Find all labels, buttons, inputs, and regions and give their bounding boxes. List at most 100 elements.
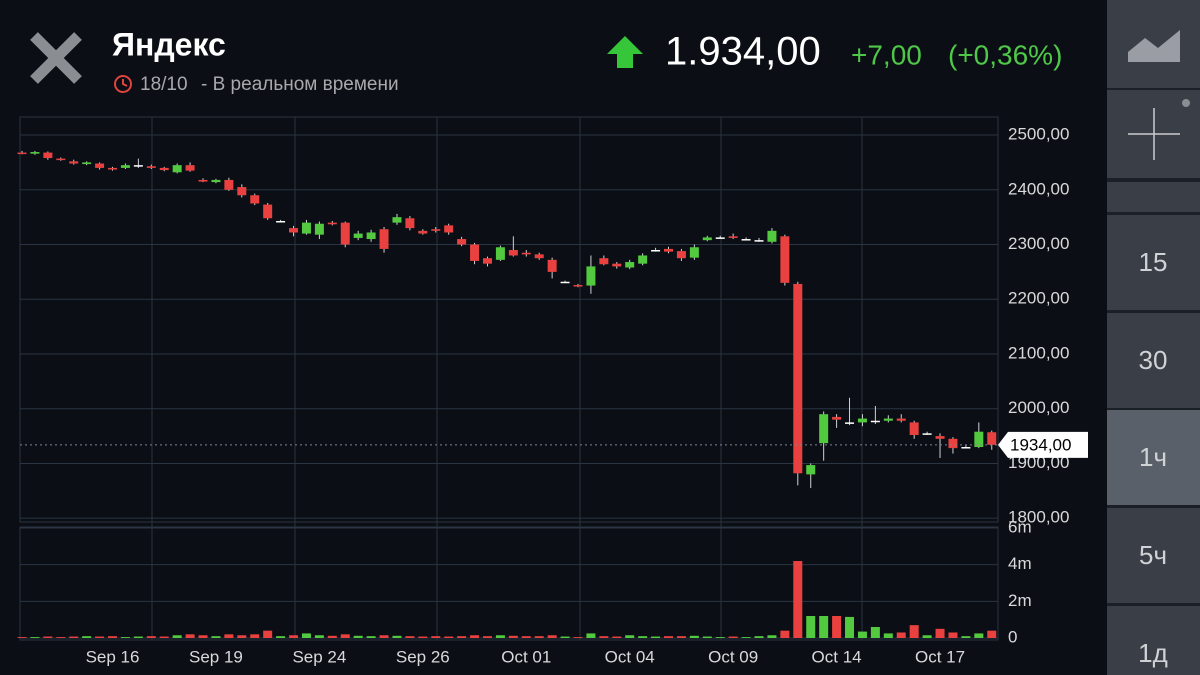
indicator-dot xyxy=(1182,99,1190,107)
candle-body xyxy=(237,187,247,196)
candle-body xyxy=(82,162,92,165)
volume-bar xyxy=(832,616,842,638)
volume-tick-label: 0 xyxy=(1008,627,1017,646)
candle-body xyxy=(366,232,376,240)
candle-body xyxy=(961,447,971,449)
candle-body xyxy=(495,247,505,260)
candle-body xyxy=(676,251,686,259)
close-button[interactable] xyxy=(30,32,82,84)
candle-body xyxy=(922,433,932,435)
volume-bar xyxy=(935,628,945,638)
candle-body xyxy=(482,258,492,264)
volume-bar xyxy=(573,637,583,638)
volume-bar xyxy=(340,634,350,638)
candle-body xyxy=(172,165,182,173)
candle-body xyxy=(276,220,286,223)
candle-body xyxy=(909,422,919,435)
volume-bar xyxy=(314,635,324,638)
volume-bar xyxy=(767,635,777,638)
interval-button[interactable] xyxy=(1107,215,1200,310)
x-tick-label: Oct 14 xyxy=(812,647,862,666)
interval-button[interactable] xyxy=(1107,508,1200,603)
volume-bar xyxy=(896,632,906,638)
volume-bar xyxy=(961,636,971,638)
volume-bar xyxy=(211,636,221,638)
volume-bar xyxy=(728,636,738,638)
candle-body xyxy=(30,152,40,154)
price: 1.934,00 xyxy=(665,30,821,74)
volume-bar xyxy=(482,636,492,638)
volume-bar xyxy=(30,637,40,638)
candle-body xyxy=(224,179,234,190)
crosshair-icon xyxy=(1128,108,1180,160)
volume-bar xyxy=(599,636,609,638)
interval-button[interactable] xyxy=(1107,313,1200,408)
x-tick-label: Oct 01 xyxy=(501,647,551,666)
volume-bar xyxy=(470,635,480,638)
volume-bar xyxy=(845,616,855,638)
divider-lines xyxy=(151,117,863,640)
volume-bar xyxy=(547,635,557,638)
candle-body xyxy=(301,222,311,234)
candle-body xyxy=(211,179,221,183)
volume-bar xyxy=(146,636,156,638)
y-tick-label: 1800,00 xyxy=(1008,508,1069,527)
volume-bar xyxy=(237,635,247,638)
x-tick-label: Oct 04 xyxy=(605,647,655,666)
volume-bar xyxy=(366,636,376,638)
quote-date: 18/10 xyxy=(140,74,188,95)
candle-body xyxy=(651,249,661,252)
candle-body xyxy=(340,222,350,245)
y-tick-label: 2200,00 xyxy=(1008,289,1069,308)
volume-bar xyxy=(17,637,27,638)
volume-bar xyxy=(185,634,195,638)
volume-bar xyxy=(159,636,169,638)
volume-bar xyxy=(418,636,428,638)
candle-body xyxy=(379,229,389,249)
volume-bar xyxy=(82,636,92,638)
volume-bar xyxy=(560,636,570,638)
quote-status: - В реальном времени xyxy=(201,74,399,95)
y-tick-label: 2500,00 xyxy=(1008,125,1069,144)
interval-label: 1ч xyxy=(1139,442,1167,472)
candle-body xyxy=(845,422,855,424)
volume-bar xyxy=(806,616,816,638)
candle-body xyxy=(586,266,596,286)
candle-body xyxy=(625,262,635,268)
x-tick-label: Oct 17 xyxy=(915,647,965,666)
interval-button[interactable] xyxy=(1107,410,1200,505)
spacer xyxy=(1107,182,1200,212)
volume-bar xyxy=(224,634,234,638)
chart-type-button[interactable] xyxy=(1107,0,1200,88)
candle-body xyxy=(935,436,945,439)
candle-body xyxy=(896,418,906,421)
last-price-tag xyxy=(998,431,1088,458)
candle-body xyxy=(508,249,518,256)
candle-body xyxy=(405,218,415,229)
candle-body xyxy=(948,438,958,449)
volume-bar xyxy=(922,635,932,638)
candle-body xyxy=(250,195,260,204)
interval-list: 15 30 1ч 5ч 1д xyxy=(1107,215,1200,675)
volume-bar xyxy=(870,627,880,638)
x-tick-label: Sep 24 xyxy=(292,647,346,666)
volume-bar xyxy=(780,630,790,638)
volume-bar xyxy=(793,561,803,638)
candle-body xyxy=(767,230,777,242)
interval-label: 1д xyxy=(1138,638,1168,668)
candle-body xyxy=(702,237,712,241)
candle-body xyxy=(780,236,790,283)
plot: 1800,001900,002000,002100,002200,002300,… xyxy=(17,125,1088,666)
candle-body xyxy=(444,225,454,233)
volume-tick-label: 2m xyxy=(1008,591,1032,610)
price-panel xyxy=(19,116,999,523)
volume-bar xyxy=(457,636,467,638)
volume-bar xyxy=(392,635,402,638)
candle-body xyxy=(159,167,169,171)
volume-bar xyxy=(69,636,79,638)
volume-bar xyxy=(353,635,363,638)
x-tick-label: Sep 19 xyxy=(189,647,243,666)
volume-bar xyxy=(327,635,337,638)
interval-button[interactable] xyxy=(1107,606,1200,675)
volume-bar xyxy=(56,637,66,638)
